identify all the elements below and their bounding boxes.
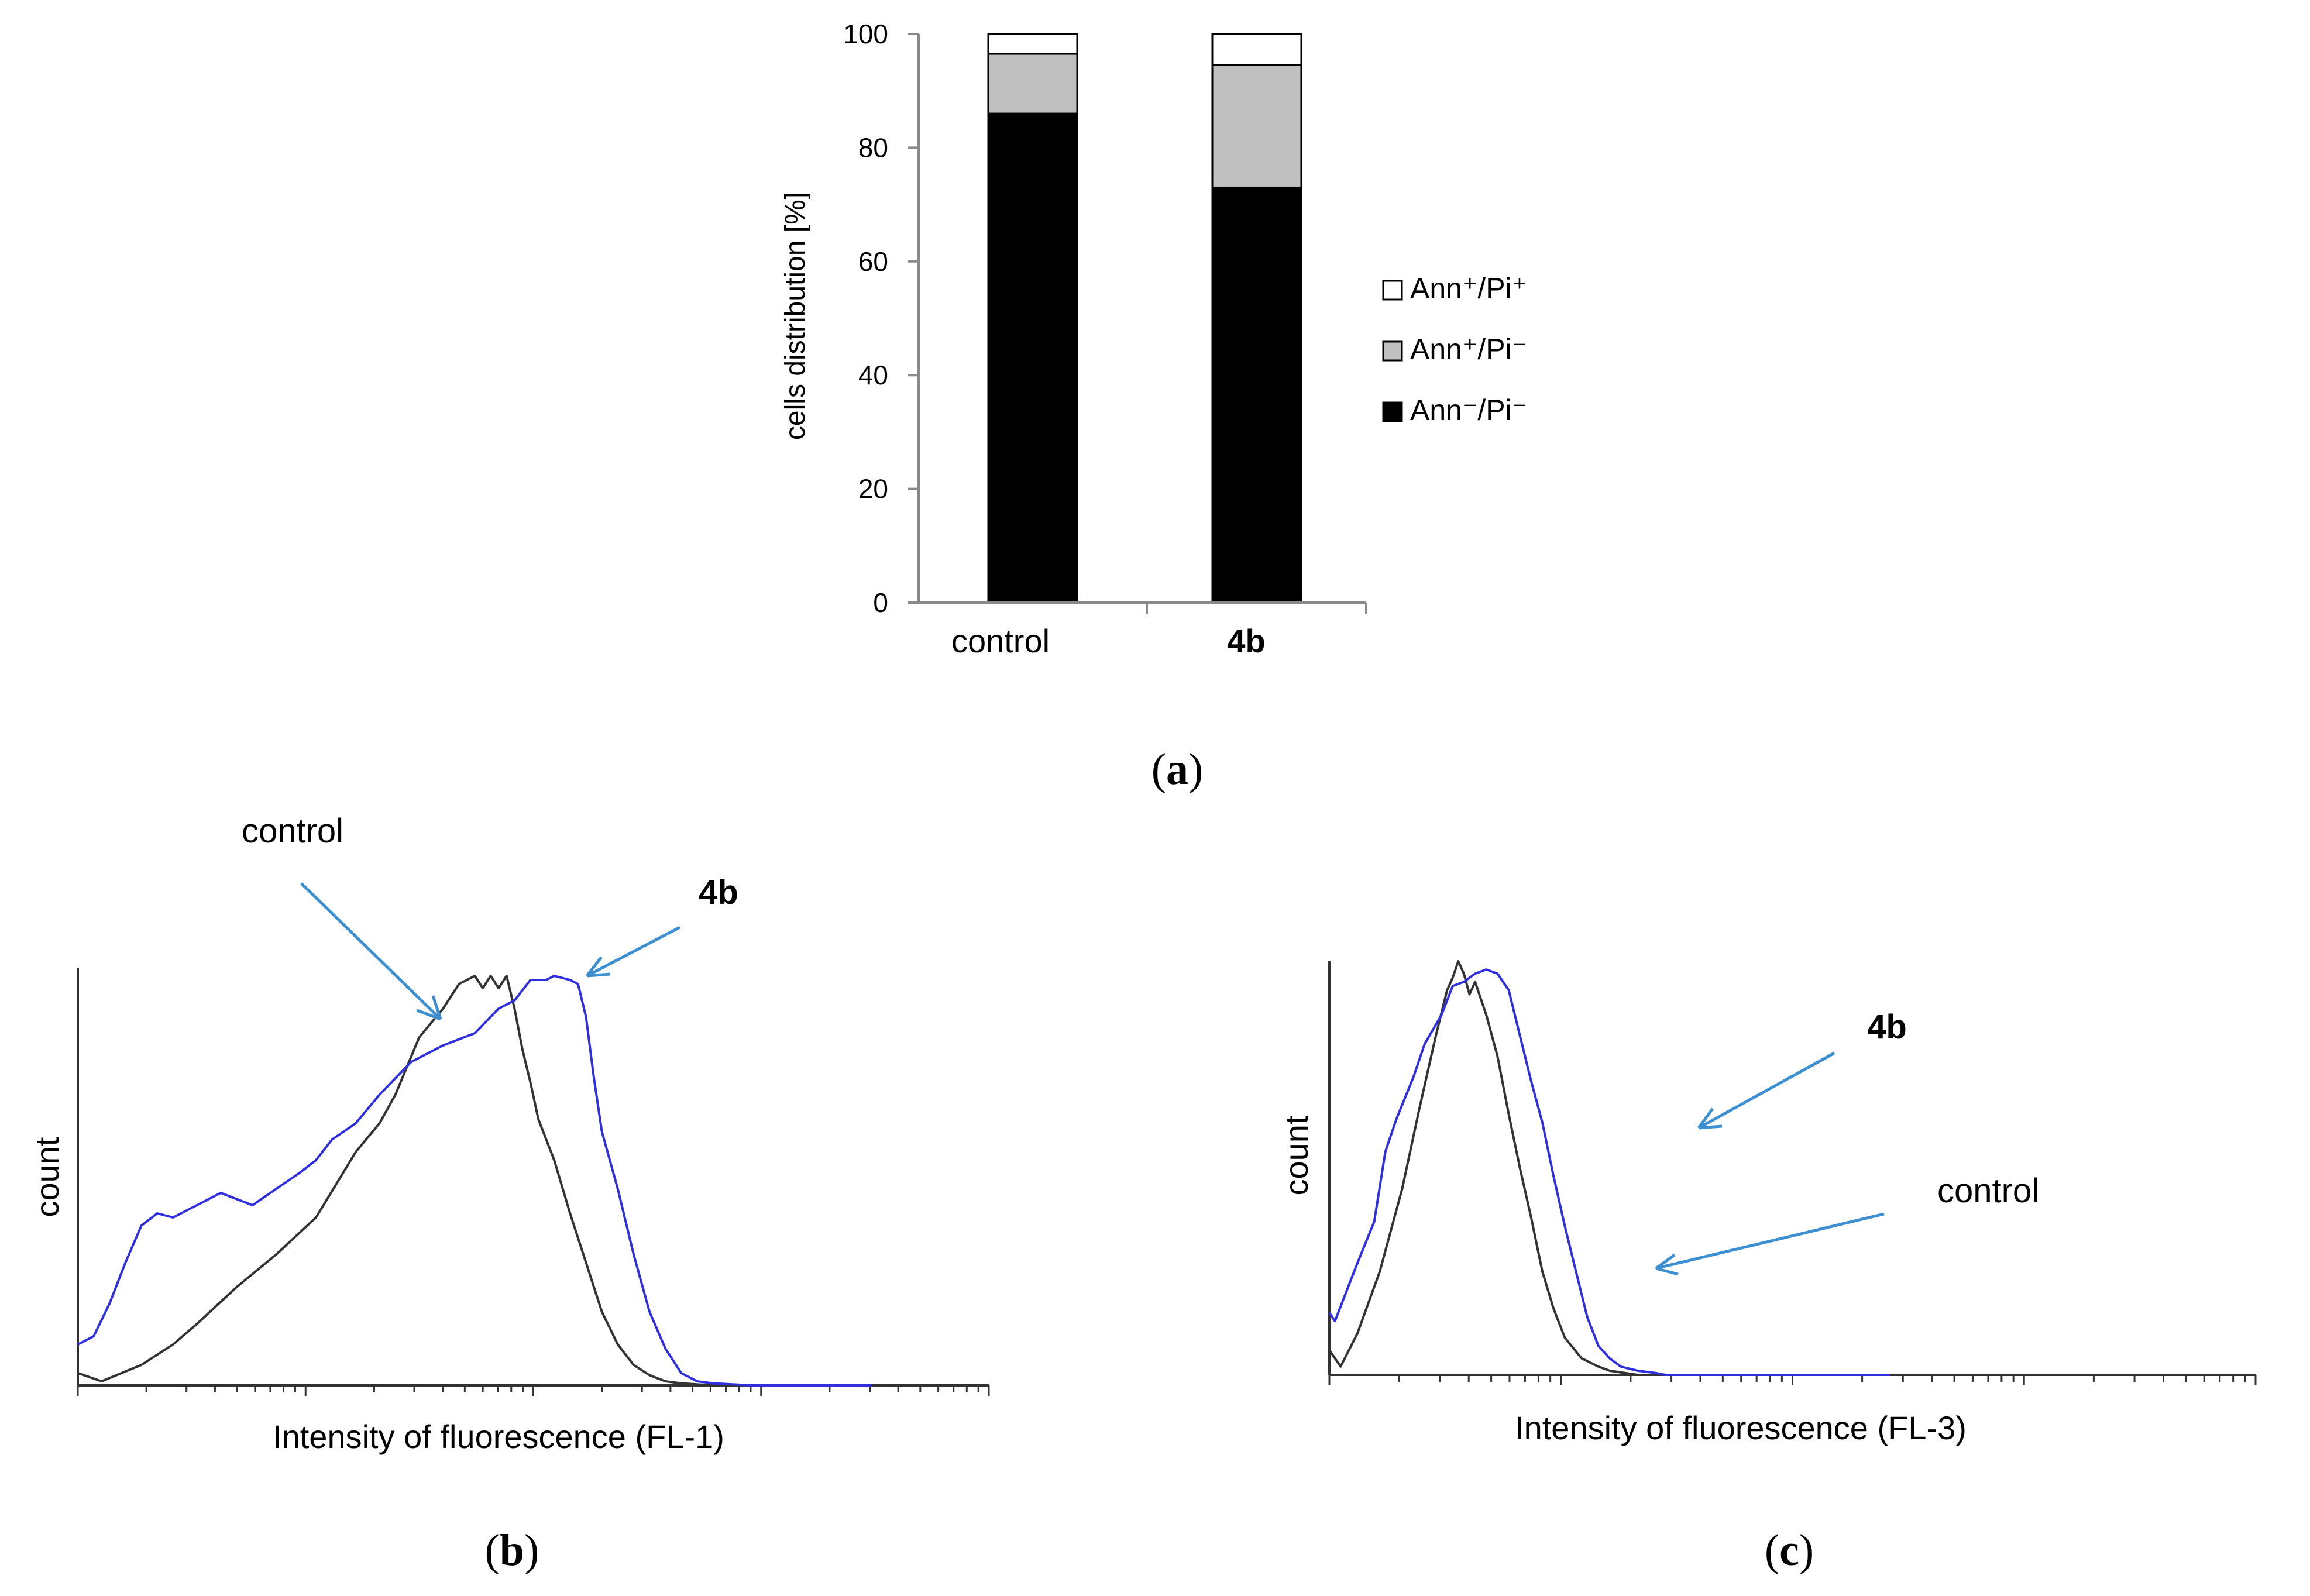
series-line-4b: [1328, 968, 1890, 1376]
series-line-control: [1328, 960, 1890, 1376]
legend-label-ann-neg-pi-neg: Ann⁻/Pi⁻: [1410, 394, 1527, 426]
bar-segment-4b-ann-neg-pi-neg: [1211, 186, 1302, 604]
y-tick-label: 40: [858, 360, 888, 390]
x-axis-label: Intensity of fluorescence (FL-1): [273, 1418, 724, 1455]
y-tick-label: 80: [858, 132, 888, 163]
annotation-4b: 4b: [699, 873, 738, 911]
caption-letter: a: [1166, 745, 1188, 794]
bar-segment-4b-ann-pos-pi-neg: [1211, 64, 1302, 188]
y-axis-label: cells distribution [%]: [780, 192, 811, 440]
bar-group: [987, 33, 1302, 604]
y-ticks: 0 20 40 60 80 100: [843, 19, 919, 618]
panel-caption-a: (a): [1151, 745, 1204, 794]
legend-swatch-ann-pos-pi-pos: [1382, 280, 1403, 301]
arrowhead: [1655, 1253, 1679, 1276]
annotation-4b: 4b: [1867, 1008, 1907, 1046]
series-line-control: [77, 975, 872, 1387]
bar-segment-control-ann-pos-pi-neg: [987, 53, 1078, 115]
x-tick-label-4b: 4b: [1227, 622, 1265, 659]
y-tick-label: 0: [873, 587, 888, 618]
x-axis-label: Intensity of fluorescence (FL-3): [1515, 1409, 1967, 1446]
arrowhead: [417, 995, 442, 1021]
caption-letter: b: [500, 1526, 524, 1575]
panel-c-histogram: 4b control count Intensity of fluorescen…: [1278, 960, 2257, 1575]
panel-caption-c: (c): [1765, 1526, 1814, 1575]
bar-segment-4b-ann-pos-pi-pos: [1211, 33, 1302, 66]
x-ticks-log: [1328, 1375, 2257, 1385]
caption-letter: c: [1779, 1526, 1799, 1575]
annotation-arrow-4b: [1697, 1051, 1835, 1130]
legend-label-ann-pos-pi-pos: Ann⁺/Pi⁺: [1410, 272, 1527, 305]
y-tick-label: 60: [858, 246, 888, 277]
y-tick-label: 20: [858, 474, 888, 504]
legend-label-ann-pos-pi-neg: Ann⁺/Pi⁻: [1410, 333, 1527, 366]
annotation-control: control: [242, 812, 343, 850]
panel-b-histogram: control 4b count Intensity of fluorescen…: [29, 812, 990, 1575]
annotation-arrow-4b: [586, 926, 681, 978]
x-ticks-log: [77, 1385, 990, 1396]
panel-a-stacked-bar-chart: 0 20 40 60 80 100 cells distribution [%] cont…: [780, 19, 1527, 794]
panel-caption-b: (b): [485, 1526, 539, 1575]
arrowhead: [586, 956, 611, 978]
arrowhead: [1697, 1107, 1723, 1130]
bar-segment-control-ann-pos-pi-pos: [987, 33, 1078, 55]
annotation-control: control: [1937, 1172, 2039, 1210]
legend-swatch-ann-pos-pi-neg: [1382, 340, 1403, 362]
annotation-arrow-control: [300, 882, 442, 1020]
y-tick-label: 100: [843, 19, 888, 49]
y-axis-label: count: [29, 1137, 66, 1217]
annotation-arrow-control: [1655, 1212, 1885, 1270]
y-axis-label: count: [1278, 1115, 1315, 1195]
x-tick-label-control: control: [951, 622, 1050, 659]
bar-segment-control-ann-neg-pi-neg: [987, 112, 1078, 604]
legend: Ann⁺/Pi⁺ Ann⁺/Pi⁻ Ann⁻/Pi⁻: [1382, 272, 1527, 426]
series-line-4b: [77, 975, 872, 1387]
legend-swatch-ann-neg-pi-neg: [1382, 401, 1403, 422]
